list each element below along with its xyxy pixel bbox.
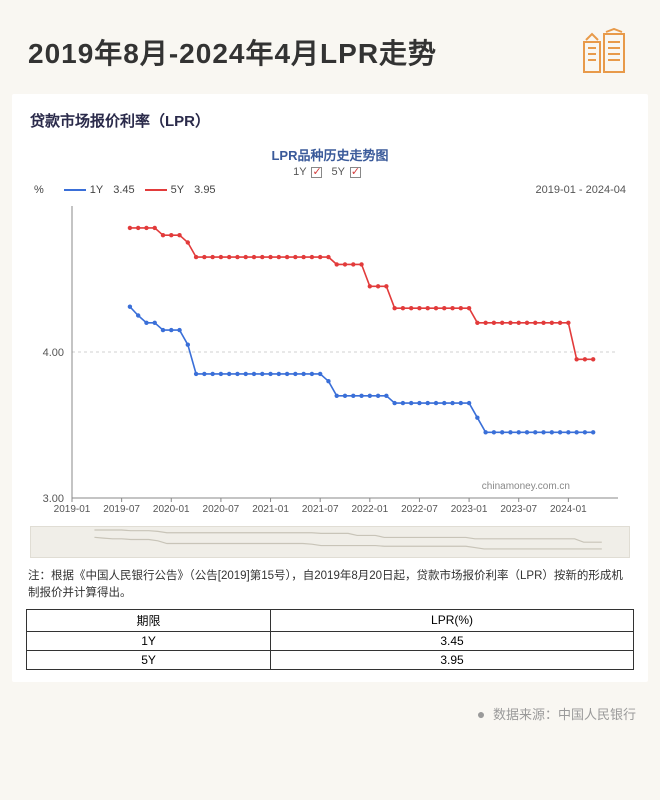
subtitle: 贷款市场报价利率（LPR） bbox=[30, 110, 634, 131]
svg-text:2020-01: 2020-01 bbox=[153, 504, 190, 515]
swatch-1y bbox=[64, 189, 86, 191]
watermark: chinamoney.com.cn bbox=[482, 481, 570, 492]
table-row: 5Y3.95 bbox=[27, 650, 634, 669]
svg-text:2022-07: 2022-07 bbox=[401, 504, 438, 515]
page-title: 2019年8月-2024年4月LPR走势 bbox=[28, 32, 437, 72]
svg-text:2021-01: 2021-01 bbox=[252, 504, 289, 515]
svg-text:2019-07: 2019-07 bbox=[103, 504, 140, 515]
chart-card: 贷款市场报价利率（LPR） LPR品种历史走势图 1Y 5Y % 1Y 3.45… bbox=[12, 94, 648, 682]
lpr-table: 期限LPR(%) 1Y3.455Y3.95 bbox=[26, 609, 634, 670]
toggle-5y-label: 5Y bbox=[332, 166, 345, 178]
page-header: 2019年8月-2024年4月LPR走势 bbox=[0, 0, 660, 94]
chart-series-toggles: 1Y 5Y bbox=[26, 166, 634, 178]
chart-legend: % 1Y 3.45 5Y 3.95 2019-01 - 2024-04 bbox=[26, 184, 634, 200]
table-cell: 1Y bbox=[27, 631, 271, 650]
range-slider[interactable] bbox=[30, 526, 630, 558]
table-cell: 3.95 bbox=[271, 650, 634, 669]
svg-text:4.00: 4.00 bbox=[43, 347, 64, 359]
table-header: 期限 bbox=[27, 609, 271, 631]
legend-1y-value: 3.45 bbox=[113, 184, 134, 196]
svg-text:2021-07: 2021-07 bbox=[302, 504, 339, 515]
chart-plot: 3.004.002019-012019-072020-012020-072021… bbox=[30, 200, 630, 520]
checkbox-5y[interactable] bbox=[350, 167, 361, 178]
legend-1y-label: 1Y bbox=[90, 184, 103, 196]
svg-text:2022-01: 2022-01 bbox=[351, 504, 388, 515]
table-cell: 5Y bbox=[27, 650, 271, 669]
checkbox-1y[interactable] bbox=[311, 167, 322, 178]
swatch-5y bbox=[145, 189, 167, 191]
legend-date-range: 2019-01 - 2024-04 bbox=[535, 184, 626, 196]
y-unit: % bbox=[34, 184, 44, 196]
svg-text:2023-07: 2023-07 bbox=[500, 504, 537, 515]
legend-5y-label: 5Y bbox=[171, 184, 184, 196]
buildings-icon bbox=[578, 28, 632, 76]
data-source: ● 数据来源：中国人民银行 bbox=[0, 682, 660, 723]
legend-5y-value: 3.95 bbox=[194, 184, 215, 196]
chart-title: LPR品种历史走势图 bbox=[26, 145, 634, 164]
table-cell: 3.45 bbox=[271, 631, 634, 650]
svg-text:2019-01: 2019-01 bbox=[54, 504, 91, 515]
table-row: 1Y3.45 bbox=[27, 631, 634, 650]
svg-text:2023-01: 2023-01 bbox=[451, 504, 488, 515]
footnote: 注：根据《中国人民银行公告》（公告[2019]第15号），自2019年8月20日… bbox=[28, 568, 632, 603]
source-text: 数据来源：中国人民银行 bbox=[493, 707, 636, 722]
toggle-1y-label: 1Y bbox=[293, 166, 306, 178]
svg-text:2020-07: 2020-07 bbox=[203, 504, 240, 515]
svg-text:2024-01: 2024-01 bbox=[550, 504, 587, 515]
table-header: LPR(%) bbox=[271, 609, 634, 631]
bullet-icon: ● bbox=[477, 706, 485, 722]
